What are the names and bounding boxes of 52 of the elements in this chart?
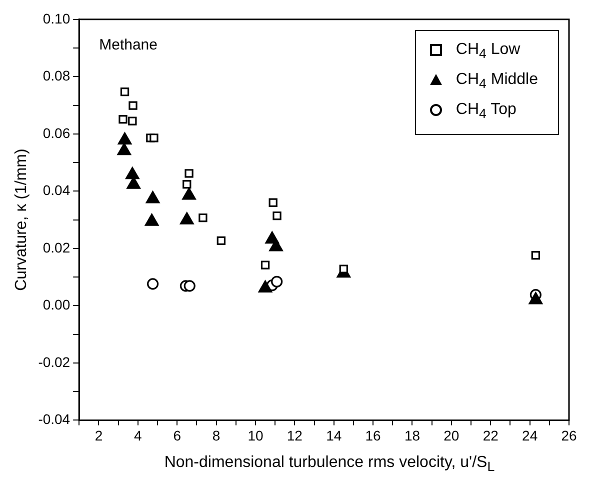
point <box>271 276 283 288</box>
point <box>128 101 138 110</box>
point <box>258 280 272 293</box>
point <box>146 278 159 290</box>
y-axis-title: Curvature, κ (1/mm) <box>13 148 30 291</box>
x-tick-label: 20 <box>444 427 460 444</box>
point <box>272 211 282 220</box>
x-tick-label: 6 <box>173 427 182 444</box>
legend-label: CH$_{4}$ Low <box>456 41 520 62</box>
legend-label: CH$_{4}$ Middle <box>456 71 538 92</box>
x-tick-label: 12 <box>286 427 303 444</box>
point <box>117 143 132 156</box>
x-tick-label: 22 <box>482 427 499 444</box>
point <box>150 134 158 142</box>
point <box>126 167 140 180</box>
x-tick-label: 18 <box>404 427 420 444</box>
y-tick-label: -0.04 <box>38 411 70 428</box>
y-tick-label: 0.04 <box>42 182 70 198</box>
point <box>184 169 194 178</box>
y-tick-label: 0.02 <box>42 239 70 256</box>
point <box>260 260 270 270</box>
point <box>216 236 226 246</box>
x-tick-label: 2 <box>94 427 103 444</box>
x-tick-label: 10 <box>248 427 264 444</box>
point <box>118 114 128 124</box>
point <box>180 212 194 224</box>
point <box>184 280 196 292</box>
point <box>118 132 132 145</box>
point <box>528 292 543 304</box>
y-tick-label: 0.10 <box>42 10 70 26</box>
x-axis-title: Non-dimensional turbulence rms velocity, u'/S$_{L}$ <box>163 454 496 474</box>
x-tick-label: 16 <box>365 427 382 444</box>
point <box>198 213 208 222</box>
y-tick-label: 0.06 <box>42 124 70 141</box>
point <box>531 250 540 260</box>
y-tick-label: 0.00 <box>42 296 70 313</box>
x-tick-label: 8 <box>212 427 220 444</box>
x-tick-label: 14 <box>326 427 342 444</box>
point <box>182 180 192 189</box>
point <box>182 188 196 200</box>
legend-label: CH$_{4}$ Top <box>456 101 516 122</box>
x-tick-label: 4 <box>134 427 142 444</box>
x-tick-label: 24 <box>522 427 538 444</box>
point <box>144 214 159 226</box>
point <box>120 87 130 96</box>
x-tick-label: 26 <box>561 427 577 444</box>
annotation: Methane <box>99 36 158 54</box>
y-tick-label: 0.08 <box>42 68 70 84</box>
point <box>146 191 160 204</box>
y-tick-label: -0.02 <box>38 354 70 370</box>
point <box>128 116 137 126</box>
point <box>268 198 278 207</box>
